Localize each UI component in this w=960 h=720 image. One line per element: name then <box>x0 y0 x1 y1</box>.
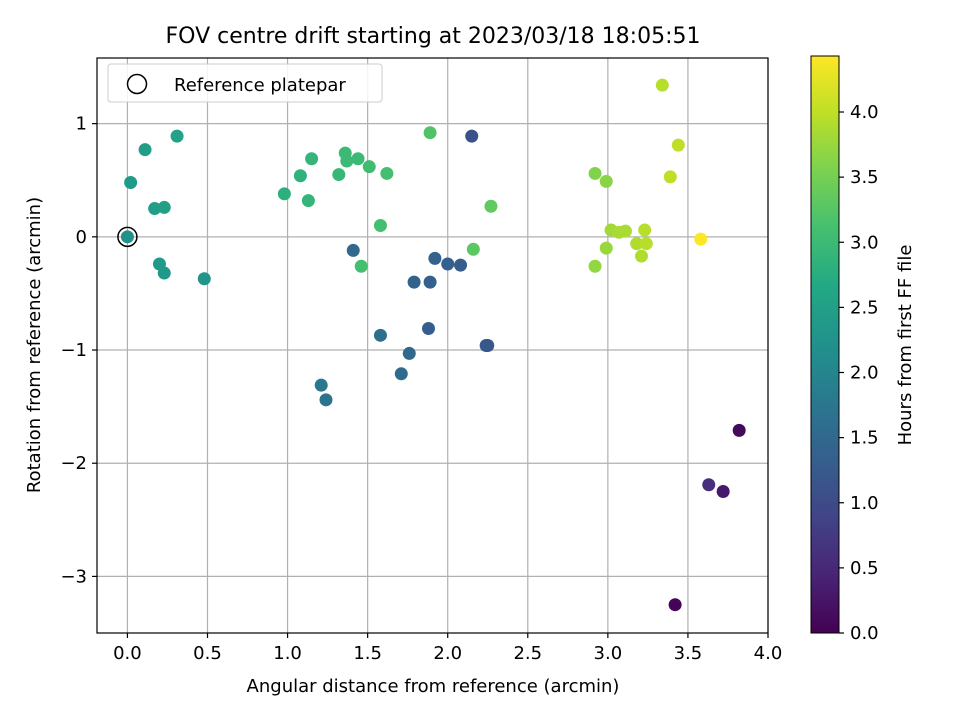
data-point <box>305 152 319 166</box>
data-point <box>618 224 632 238</box>
data-point <box>454 258 468 272</box>
data-point <box>663 170 677 184</box>
y-tick-label: −3 <box>60 566 87 587</box>
x-tick-label: 3.5 <box>674 643 703 664</box>
data-point <box>421 322 435 336</box>
data-point <box>694 232 708 246</box>
colorbar-tick-label: 2.5 <box>850 297 879 318</box>
x-tick-label: 1.0 <box>273 643 302 664</box>
y-axis-ticks: 1 0 −1 −2 −3 <box>60 114 97 587</box>
data-point <box>465 129 479 143</box>
colorbar-ticks: 0.0 0.5 1.0 1.5 2.0 2.5 3.0 3.5 4.0 <box>839 102 879 644</box>
colorbar-tick-label: 0.0 <box>850 623 879 644</box>
legend-label-reference: Reference platepar <box>174 75 346 96</box>
colorbar-tick-label: 3.5 <box>850 167 879 188</box>
colorbar-tick-label: 0.5 <box>850 558 879 579</box>
data-point <box>716 485 730 499</box>
data-point <box>354 259 368 273</box>
colorbar-tick-label: 3.0 <box>850 232 879 253</box>
data-point <box>394 367 408 381</box>
data-point <box>362 160 376 174</box>
grid-lines <box>97 58 769 633</box>
data-point <box>373 219 387 233</box>
legend-marker-reference <box>126 73 148 95</box>
plot-area <box>97 58 768 633</box>
chart-title: FOV centre drift starting at 2023/03/18 … <box>166 24 701 49</box>
x-tick-label: 2.5 <box>513 643 542 664</box>
data-point <box>588 259 602 273</box>
data-point <box>588 166 602 180</box>
data-point <box>314 378 328 392</box>
data-point <box>599 174 613 188</box>
reference-point-ring <box>117 226 138 248</box>
data-point <box>197 272 211 286</box>
y-axis-label: Rotation from reference (arcmin) <box>24 197 45 493</box>
data-point <box>380 166 394 180</box>
data-point <box>423 275 437 289</box>
legend-box <box>107 63 383 103</box>
colorbar-tick-label: 1.5 <box>850 428 879 449</box>
data-point <box>319 393 333 407</box>
data-point <box>148 202 162 216</box>
data-point <box>423 126 437 140</box>
data-point <box>402 346 416 360</box>
x-tick-label: 1.5 <box>353 643 382 664</box>
data-point <box>671 138 685 152</box>
data-points <box>124 78 746 612</box>
data-point <box>630 237 644 251</box>
data-point <box>407 275 421 289</box>
colorbar-tick-label: 2.0 <box>850 363 879 384</box>
data-point <box>301 194 315 208</box>
data-point <box>152 257 166 271</box>
data-point <box>157 200 171 214</box>
data-point <box>441 257 455 271</box>
data-point <box>466 242 480 256</box>
data-point <box>484 199 498 213</box>
x-tick-label: 4.0 <box>754 643 783 664</box>
legend: Reference platepar <box>107 63 383 103</box>
data-point <box>655 78 669 92</box>
plot-frame <box>96 57 769 634</box>
data-point <box>138 143 152 157</box>
data-point <box>732 423 746 437</box>
x-tick-label: 2.0 <box>433 643 462 664</box>
x-axis-label: Angular distance from reference (arcmin) <box>247 676 620 697</box>
x-tick-label: 3.0 <box>594 643 623 664</box>
x-tick-label: 0.5 <box>193 643 222 664</box>
data-point <box>639 237 653 251</box>
data-point <box>124 176 138 190</box>
data-point <box>634 249 648 263</box>
x-axis-ticks: 0.0 0.5 1.0 1.5 2.0 2.5 3.0 3.5 4.0 <box>113 633 782 664</box>
colorbar <box>810 55 840 634</box>
data-point <box>351 152 365 166</box>
y-tick-label: −1 <box>60 340 87 361</box>
y-tick-label: 1 <box>76 114 87 135</box>
reference-point-fill <box>120 230 134 244</box>
data-point <box>277 187 291 201</box>
data-point <box>599 241 613 255</box>
data-point <box>293 169 307 183</box>
data-point <box>373 328 387 342</box>
data-point <box>170 129 184 143</box>
reference-marker <box>117 226 138 248</box>
colorbar-tick-label: 4.0 <box>850 102 879 123</box>
data-point <box>332 168 346 182</box>
data-point <box>638 223 652 237</box>
data-point <box>668 598 682 612</box>
y-tick-label: 0 <box>76 227 87 248</box>
data-point <box>340 154 354 168</box>
data-point <box>702 478 716 492</box>
colorbar-tick-label: 1.0 <box>850 493 879 514</box>
data-point <box>346 243 360 257</box>
data-point <box>428 251 442 265</box>
colorbar-label: Hours from first FF file <box>895 245 916 446</box>
data-point <box>481 339 495 352</box>
y-tick-label: −2 <box>60 453 87 474</box>
x-tick-label: 0.0 <box>113 643 142 664</box>
